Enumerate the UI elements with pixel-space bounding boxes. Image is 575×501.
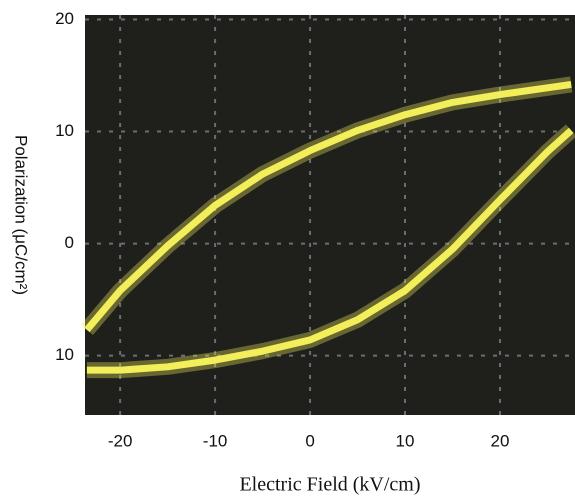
y-tick-label: 20: [55, 9, 74, 28]
x-tick-label: -10: [203, 431, 228, 450]
x-tick-label: 10: [396, 431, 415, 450]
loop-branch: [84, 81, 572, 333]
y-tick-label: 0: [65, 233, 74, 252]
y-tick-label: 10: [55, 345, 74, 364]
y-tick-label: 10: [55, 121, 74, 140]
x-axis-label: Electric Field (kV/cm): [239, 474, 420, 496]
x-tick-label: 0: [305, 431, 314, 450]
x-tick-label: -20: [108, 431, 133, 450]
plot-area: [85, 15, 575, 415]
loop-branch: [86, 127, 574, 374]
y-axis-label: Polarization (μC/cm²): [12, 135, 31, 295]
x-tick-label: 20: [491, 431, 510, 450]
